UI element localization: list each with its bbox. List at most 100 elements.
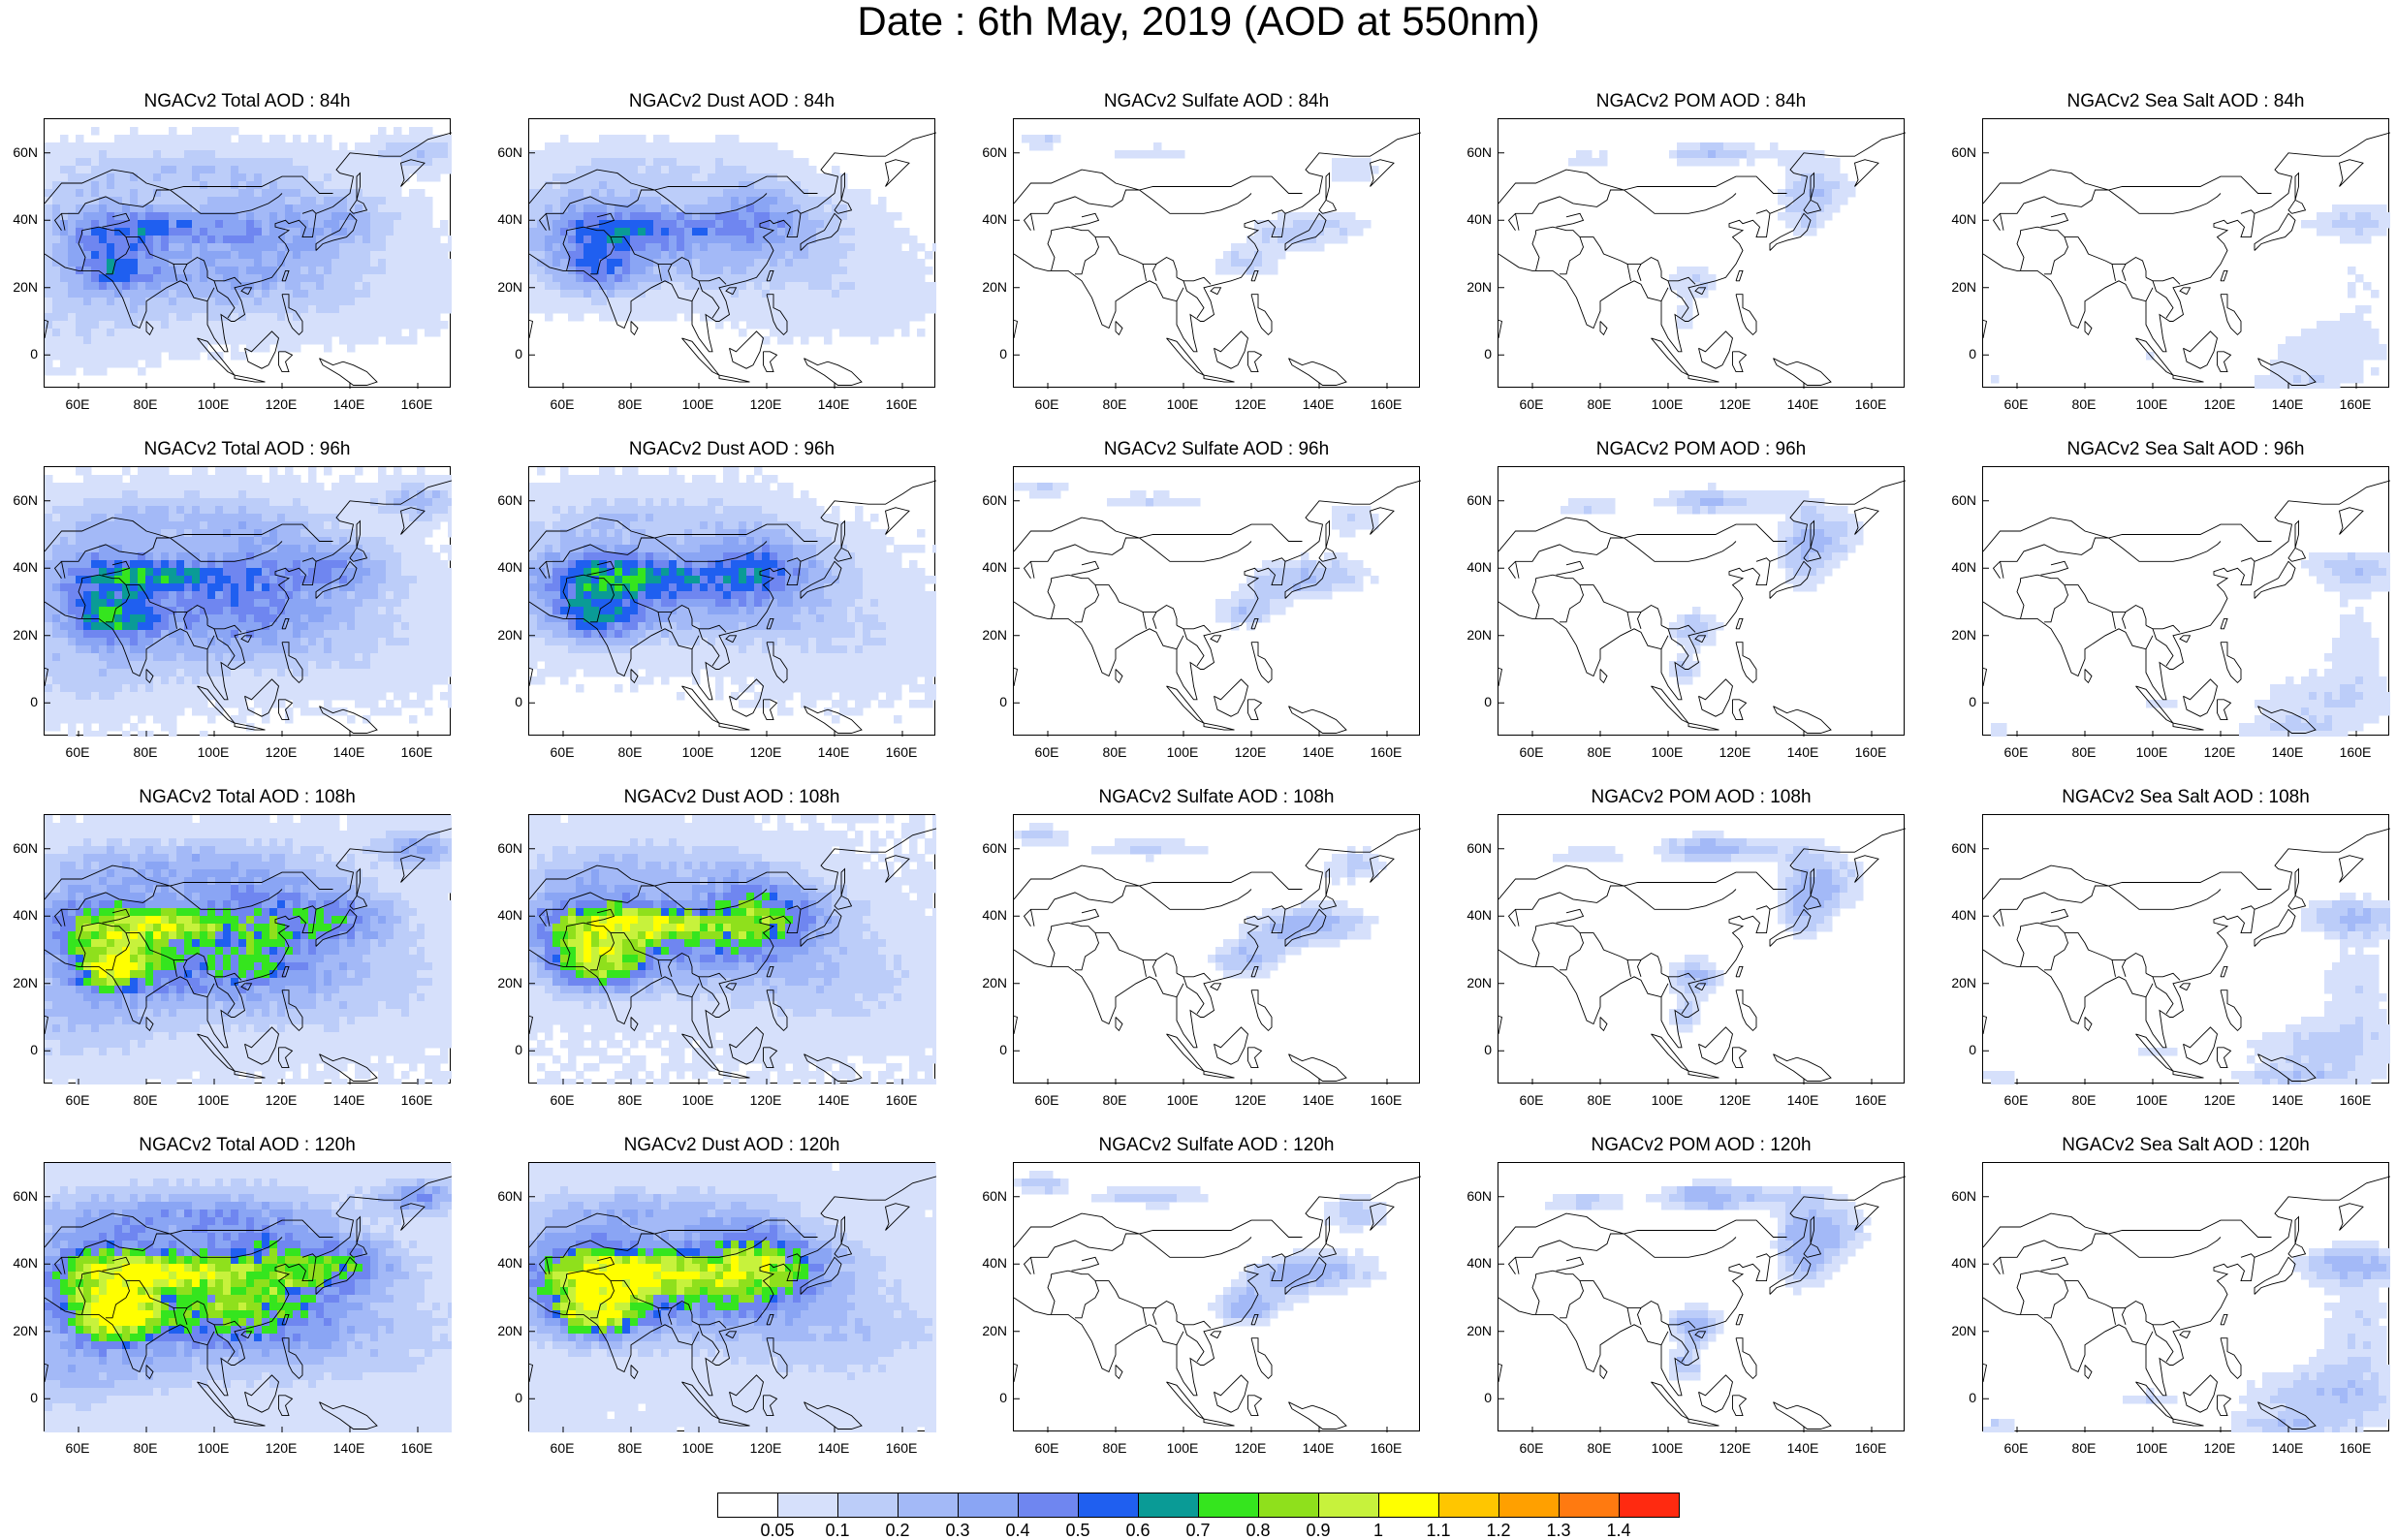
lat-tick-label: 20N: [968, 1324, 1007, 1337]
lon-tick-label: 100E: [1161, 1093, 1204, 1107]
aod-field: [1022, 135, 1379, 275]
panel-title: NGACv2 Sea Salt AOD : 84h: [1982, 91, 2389, 112]
panel-title: NGACv2 Sea Salt AOD : 120h: [1982, 1135, 2389, 1156]
lat-tick-label: 20N: [0, 976, 38, 990]
lon-tick-label: 140E: [1297, 397, 1340, 411]
aod-field: [1014, 483, 1379, 631]
lon-tick-label: 120E: [2198, 1093, 2241, 1107]
lon-tick-label: 140E: [2266, 1093, 2309, 1107]
lon-tick-label: 60E: [1025, 1441, 1068, 1455]
map-frame: [1013, 1162, 1420, 1431]
aod-field: [1553, 831, 1864, 1033]
lon-tick-label: 100E: [2130, 397, 2173, 411]
map-canvas: [529, 467, 936, 737]
lon-tick-label: 160E: [2334, 1441, 2377, 1455]
map-canvas: [1498, 119, 1906, 389]
lat-tick-label: 20N: [1453, 1324, 1492, 1337]
lat-tick-label: 40N: [0, 212, 38, 226]
lat-tick-label: 20N: [1453, 628, 1492, 642]
aod-field: [1983, 1241, 2390, 1432]
colorbar-label: 0.4: [994, 1522, 1041, 1539]
lon-tick-label: 140E: [1297, 1093, 1340, 1107]
map-canvas: [1983, 815, 2390, 1084]
lon-tick-label: 160E: [1849, 745, 1892, 759]
lon-tick-label: 140E: [2266, 1441, 2309, 1455]
map-frame: [44, 118, 451, 388]
lon-tick-label: 80E: [1578, 1093, 1621, 1107]
lat-tick-label: 0: [1453, 695, 1492, 708]
map-frame: [44, 1162, 451, 1431]
lon-tick-label: 60E: [541, 1441, 583, 1455]
aod-field: [1545, 1179, 1872, 1381]
aod-field: [1568, 142, 1856, 330]
lat-tick-label: 20N: [0, 628, 38, 642]
lon-tick-label: 160E: [395, 1093, 438, 1107]
colorbar-label: 0.8: [1235, 1522, 1281, 1539]
lon-tick-label: 140E: [812, 745, 855, 759]
lon-tick-label: 140E: [812, 1093, 855, 1107]
lon-tick-label: 100E: [677, 745, 719, 759]
lon-tick-label: 80E: [1093, 1093, 1136, 1107]
map-frame: [44, 814, 451, 1084]
aod-field: [45, 1163, 452, 1432]
lon-tick-label: 160E: [880, 1441, 923, 1455]
map-frame: [1498, 466, 1905, 736]
lat-tick-label: 40N: [1453, 560, 1492, 574]
map-canvas: [1983, 119, 2390, 389]
aod-field: [1014, 1171, 1387, 1327]
lon-tick-label: 60E: [1995, 397, 2037, 411]
lat-tick-label: 0: [1938, 1043, 1976, 1056]
colorbar-swatch: [898, 1493, 959, 1518]
lon-tick-label: 120E: [2198, 1441, 2241, 1455]
lat-tick-label: 60N: [1453, 145, 1492, 159]
lon-tick-label: 160E: [1365, 1093, 1407, 1107]
lon-tick-label: 160E: [2334, 397, 2377, 411]
lon-tick-label: 80E: [2063, 397, 2105, 411]
lon-tick-label: 140E: [1297, 745, 1340, 759]
lat-tick-label: 0: [484, 695, 522, 708]
lon-tick-label: 80E: [1093, 745, 1136, 759]
map-frame: [1498, 1162, 1905, 1431]
lon-tick-label: 60E: [1995, 745, 2037, 759]
lat-tick-label: 0: [1938, 1391, 1976, 1404]
lon-tick-label: 60E: [541, 745, 583, 759]
map-canvas: [1498, 467, 1906, 737]
lon-tick-label: 140E: [328, 1093, 370, 1107]
lon-tick-label: 160E: [880, 745, 923, 759]
map-canvas: [45, 467, 452, 737]
lat-tick-label: 0: [1453, 347, 1492, 361]
panel-title: NGACv2 Dust AOD : 120h: [528, 1135, 935, 1156]
colorbar-label: 0.9: [1295, 1522, 1341, 1539]
lon-tick-label: 80E: [1578, 1441, 1621, 1455]
colorbar-swatch: [958, 1493, 1019, 1518]
lat-tick-label: 60N: [1938, 1189, 1976, 1203]
lon-tick-label: 80E: [609, 745, 651, 759]
map-frame: [528, 466, 935, 736]
aod-field: [529, 1163, 936, 1432]
lat-tick-label: 40N: [968, 908, 1007, 922]
lon-tick-label: 60E: [1995, 1441, 2037, 1455]
lon-tick-label: 140E: [1782, 1441, 1824, 1455]
colorbar-label: 1.2: [1475, 1522, 1522, 1539]
lat-tick-label: 20N: [1938, 1324, 1976, 1337]
colorbar-swatch: [717, 1493, 778, 1518]
lat-tick-label: 60N: [1938, 493, 1976, 507]
map-canvas: [45, 815, 452, 1084]
lat-tick-label: 20N: [968, 628, 1007, 642]
lat-tick-label: 0: [484, 347, 522, 361]
lon-tick-label: 100E: [2130, 1441, 2173, 1455]
colorbar-swatch: [1559, 1493, 1620, 1518]
lat-tick-label: 20N: [484, 976, 522, 990]
lat-tick-label: 60N: [0, 1189, 38, 1203]
lat-tick-label: 0: [0, 695, 38, 708]
lat-tick-label: 40N: [0, 1256, 38, 1270]
lon-tick-label: 80E: [2063, 1441, 2105, 1455]
map-frame: [1982, 814, 2389, 1084]
lat-tick-label: 60N: [0, 145, 38, 159]
lon-tick-label: 140E: [1782, 397, 1824, 411]
lon-tick-label: 140E: [328, 745, 370, 759]
lon-tick-label: 160E: [1365, 1441, 1407, 1455]
lat-tick-label: 0: [484, 1043, 522, 1056]
colorbar-swatch: [1438, 1493, 1499, 1518]
lon-tick-label: 60E: [1025, 1093, 1068, 1107]
